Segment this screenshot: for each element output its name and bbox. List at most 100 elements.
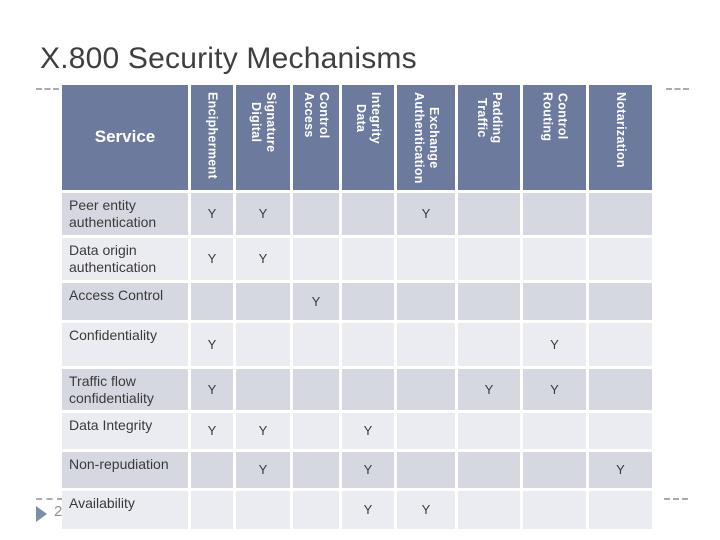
table-row-peer-entity-authentication: Peer entity authentication Y Y Y — [62, 192, 652, 235]
table-cell — [342, 237, 394, 280]
table-cell — [458, 192, 520, 235]
table-cell — [293, 237, 339, 280]
slide-title: X.800 Security Mechanisms — [40, 42, 417, 75]
table-cell: Y — [458, 368, 520, 410]
table-cell — [523, 451, 586, 488]
table-cell: Y — [589, 451, 652, 488]
table-cell — [191, 282, 233, 320]
column-header-access-control: Access Control — [293, 85, 339, 190]
table-cell — [293, 451, 339, 488]
table-row-non-repudiation: Non-repudiation Y Y Y — [62, 451, 652, 488]
table-row-availability: Availability Y Y — [62, 490, 652, 529]
table-cell — [293, 412, 339, 449]
table-cell: Y — [191, 368, 233, 410]
table-cell: Y — [191, 237, 233, 280]
table-cell — [458, 490, 520, 529]
table-cell — [523, 192, 586, 235]
header-row: Service Encipherment Digital Signature A… — [62, 85, 652, 190]
table-cell: Y — [236, 192, 290, 235]
column-header-label: Notarization — [613, 92, 628, 168]
column-header-label: Routing Control — [540, 92, 570, 142]
table-cell — [397, 451, 455, 488]
column-header-label: Traffic Padding — [475, 92, 504, 144]
column-header-label: Digital Signature — [249, 92, 278, 153]
table-cell: Y — [191, 412, 233, 449]
table-cell — [458, 451, 520, 488]
column-header-routing-control: Routing Control — [523, 85, 586, 190]
table-cell — [293, 322, 339, 366]
column-header-notarization: Notarization — [589, 85, 652, 190]
table-cell — [523, 412, 586, 449]
table-cell — [397, 368, 455, 410]
column-header-label: Data Integrity — [354, 92, 383, 145]
dashed-line-bottom-right — [664, 498, 688, 500]
column-header-digital-signature: Digital Signature — [236, 85, 290, 190]
table-cell — [342, 322, 394, 366]
security-table-container: Service Encipherment Digital Signature A… — [59, 82, 655, 532]
table-cell — [523, 237, 586, 280]
table-cell — [523, 490, 586, 529]
table-cell: Y — [236, 237, 290, 280]
table-cell — [236, 490, 290, 529]
table-cell: Y — [342, 412, 394, 449]
table-cell — [589, 490, 652, 529]
dashed-line-top-left — [36, 88, 59, 90]
table-cell: Y — [523, 368, 586, 410]
table-cell — [236, 282, 290, 320]
column-header-data-integrity: Data Integrity — [342, 85, 394, 190]
table-cell — [589, 282, 652, 320]
table-cell — [458, 237, 520, 280]
table-cell: Y — [236, 412, 290, 449]
row-label: Data origin authentication — [62, 237, 188, 280]
row-label: Availability — [62, 490, 188, 529]
table-cell — [458, 282, 520, 320]
table-cell — [397, 322, 455, 366]
service-column-header: Service — [62, 85, 188, 190]
column-header-label: Access Control — [302, 92, 331, 139]
page-arrow-icon — [36, 506, 47, 522]
row-label: Non-repudiation — [62, 451, 188, 488]
table-row-access-control: Access Control Y — [62, 282, 652, 320]
table-cell: Y — [191, 192, 233, 235]
row-label: Access Control — [62, 282, 188, 320]
table-cell: Y — [236, 451, 290, 488]
table-cell — [397, 282, 455, 320]
table-cell — [342, 192, 394, 235]
dashed-line-top-right — [666, 88, 689, 90]
column-header-authentication-exchange: Authentication Exchange — [397, 85, 455, 190]
table-cell: Y — [293, 282, 339, 320]
table-row-confidentiality: Confidentiality Y Y — [62, 322, 652, 366]
row-label: Data Integrity — [62, 412, 188, 449]
table-cell: Y — [342, 451, 394, 488]
table-cell — [293, 192, 339, 235]
table-cell — [191, 490, 233, 529]
security-mechanisms-table: Service Encipherment Digital Signature A… — [59, 82, 655, 532]
row-label: Traffic flow confidentiality — [62, 368, 188, 410]
column-header-label: Authentication Exchange — [412, 92, 441, 184]
table-cell — [293, 490, 339, 529]
column-header-encipherment: Encipherment — [191, 85, 233, 190]
table-cell — [191, 451, 233, 488]
table-row-data-origin-authentication: Data origin authentication Y Y — [62, 237, 652, 280]
table-cell: Y — [342, 490, 394, 529]
table-cell — [589, 322, 652, 366]
table-cell: Y — [191, 322, 233, 366]
table-cell — [236, 322, 290, 366]
table-cell — [458, 322, 520, 366]
table-cell — [293, 368, 339, 410]
column-header-label: Encipherment — [205, 92, 220, 179]
table-cell: Y — [523, 322, 586, 366]
table-cell: Y — [397, 192, 455, 235]
table-cell: Y — [397, 490, 455, 529]
table-row-traffic-flow-confidentiality: Traffic flow confidentiality Y Y Y — [62, 368, 652, 410]
table-row-data-integrity: Data Integrity Y Y Y — [62, 412, 652, 449]
table-cell — [589, 192, 652, 235]
table-cell — [342, 282, 394, 320]
column-header-traffic-padding: Traffic Padding — [458, 85, 520, 190]
page-number: 2 — [54, 503, 63, 520]
table-cell — [397, 412, 455, 449]
table-cell — [397, 237, 455, 280]
table-cell — [589, 412, 652, 449]
table-cell — [236, 368, 290, 410]
